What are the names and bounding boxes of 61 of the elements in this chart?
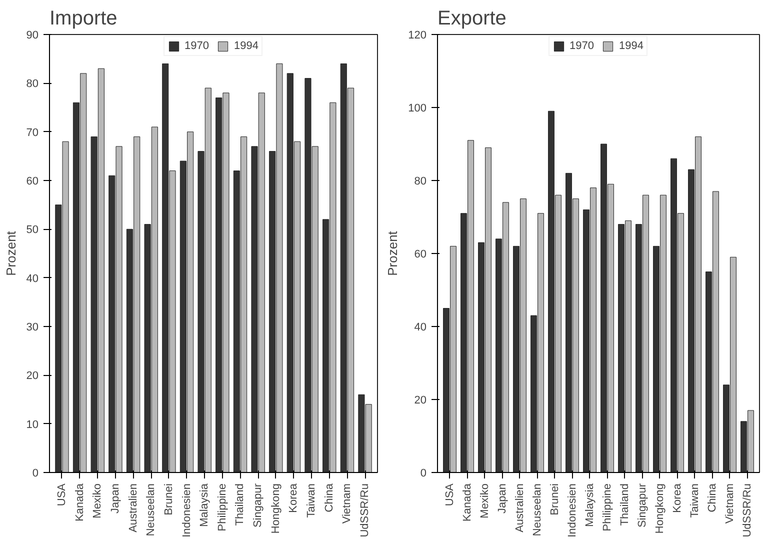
x-tick-label: Malaysia [584, 482, 596, 527]
x-tick-label: Neuseelan [531, 484, 544, 536]
x-tick-label: Taiwan [688, 483, 701, 518]
x-tick-label: Philippine [216, 484, 228, 532]
x-tick-label: Vietnam [724, 484, 736, 524]
x-tick-label: Korea [671, 482, 684, 513]
x-tick-label: Australien [127, 483, 140, 532]
y-tick-label: 0 [32, 468, 39, 480]
x-tick-label: Hongkong [270, 483, 282, 534]
y-axis-title: Prozent [3, 230, 18, 276]
x-tick-label: Singapur [252, 483, 264, 528]
x-tick-label: Mexiko [478, 484, 491, 518]
x-tick-label: Japan [496, 483, 508, 514]
x-tick-label: Philippine [601, 484, 614, 532]
y-tick-label: 90 [26, 30, 39, 42]
y-tick-label: 50 [26, 224, 39, 236]
x-tick-label: Japan [109, 483, 122, 514]
y-tick-label: 80 [26, 78, 39, 90]
y-tick-label: 40 [26, 272, 39, 285]
y-tick-label: 10 [26, 418, 39, 431]
x-tick-label: Vietnam [341, 484, 354, 524]
x-tick-label: Brunei [548, 484, 561, 516]
x-tick-label: Thailand [618, 483, 631, 526]
y-tick-label: 20 [414, 394, 427, 406]
x-tick-label: Indonesien [180, 483, 193, 538]
x-tick-label: UdSSR/Ru [359, 484, 372, 538]
y-axis-title: Prozent [385, 230, 400, 276]
y-tick-label: 100 [408, 102, 427, 114]
x-tick-label: Malaysia [198, 482, 211, 527]
legend-label: 1970 [570, 40, 594, 52]
chart-title: Exporte [438, 8, 506, 30]
y-tick-label: 30 [26, 322, 39, 334]
y-tick-label: 70 [26, 126, 39, 139]
y-tick-label: 60 [26, 176, 39, 188]
x-tick-label: Taiwan [306, 483, 318, 518]
chart-title: Importe [50, 8, 118, 30]
x-tick-label: Mexiko [92, 484, 104, 518]
y-tick-label: 80 [414, 176, 427, 188]
x-tick-label: UdSSR/Ru [741, 484, 754, 538]
legend-label: 1970 [184, 40, 209, 52]
x-tick-label: USA [444, 482, 456, 506]
y-tick-label: 20 [26, 370, 39, 382]
x-tick-label: Australien [514, 483, 526, 532]
x-tick-label: Singapur [636, 483, 648, 528]
y-tick-label: 40 [414, 322, 427, 334]
legend-label: 1994 [619, 40, 644, 52]
x-tick-label: China [323, 482, 336, 512]
legend-label: 1994 [234, 40, 258, 52]
x-tick-label: China [706, 482, 718, 512]
x-tick-label: Kanada [461, 482, 474, 522]
x-tick-label: Indonesien [566, 483, 578, 538]
x-tick-label: Brunei [162, 484, 175, 516]
y-tick-label: 0 [420, 468, 427, 480]
x-tick-label: Thailand [234, 483, 246, 526]
x-tick-label: Neuseelan [145, 484, 158, 536]
x-tick-label: Korea [288, 482, 300, 513]
x-tick-label: USA [56, 482, 68, 506]
x-tick-label: Hongkong [654, 483, 666, 534]
y-tick-label: 60 [414, 248, 427, 260]
x-tick-label: Kanada [74, 482, 86, 522]
y-tick-label: 120 [408, 30, 427, 42]
